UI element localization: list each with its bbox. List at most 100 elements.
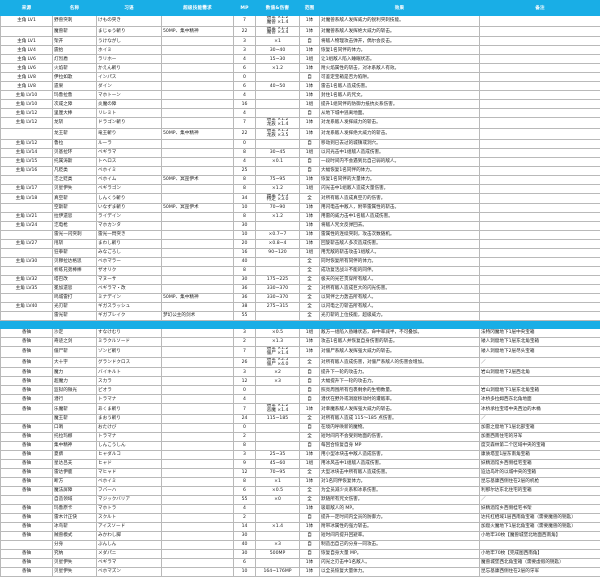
header-mp[interactable]: MP	[234, 1, 256, 16]
cell-source: 主角 LV8	[1, 73, 53, 82]
cell-name: 雷达伊鹿	[53, 469, 97, 478]
cell-effect: 默随所有咒文伤害。	[320, 496, 480, 505]
cell-name: 里厘大棒	[53, 109, 97, 118]
cell-effect: 潜伏在野外或洞窟移动时的遭敌率。	[320, 395, 480, 404]
cell-japanese: マホカンタ	[97, 222, 162, 231]
header-name[interactable]: 名称	[53, 1, 97, 16]
header-source[interactable]: 来源	[1, 1, 53, 16]
cell-source	[1, 312, 53, 321]
header-effect[interactable]: 效果	[320, 1, 480, 16]
cell-requirement	[162, 532, 234, 541]
cell-requirement	[162, 368, 234, 377]
cell-requirement	[162, 514, 234, 523]
cell-mp: 8	[234, 478, 256, 487]
cell-name: 狂拳斩	[53, 249, 97, 258]
cell-remarks	[480, 55, 600, 64]
cell-range: 全	[300, 294, 320, 303]
header-requirement[interactable]: 超级技能需求	[162, 1, 234, 16]
cell-japanese: アイスソード	[97, 523, 162, 532]
cell-range: 1体	[300, 26, 320, 37]
cell-mp: 4	[234, 55, 256, 64]
header-japanese[interactable]: 习语	[97, 1, 162, 16]
cell-requirement	[162, 157, 234, 166]
cell-effect: 封住1名敌人的咒文。	[320, 91, 480, 100]
cell-effect: 同时恢复所有同伴的体力。	[320, 258, 480, 267]
cell-range: 自	[300, 377, 320, 386]
cell-requirement	[162, 496, 234, 505]
cell-source: 香铀	[1, 386, 53, 395]
cell-range: 自	[300, 139, 320, 148]
header-damage[interactable]: 数值&伤害	[256, 1, 300, 16]
header-remarks[interactable]: 备注	[480, 1, 600, 16]
cell-effect: 提升一定时间内全员的防御力。	[320, 514, 480, 523]
cell-requirement	[162, 213, 234, 222]
header-range[interactable]: 范围	[300, 1, 320, 16]
cell-effect: 提升下一轮的攻击力。	[320, 368, 480, 377]
cell-effect: 用小型冰块击中敌人造成伤害。	[320, 451, 480, 460]
cell-remarks	[480, 267, 600, 276]
cell-range: 1组	[300, 148, 320, 157]
